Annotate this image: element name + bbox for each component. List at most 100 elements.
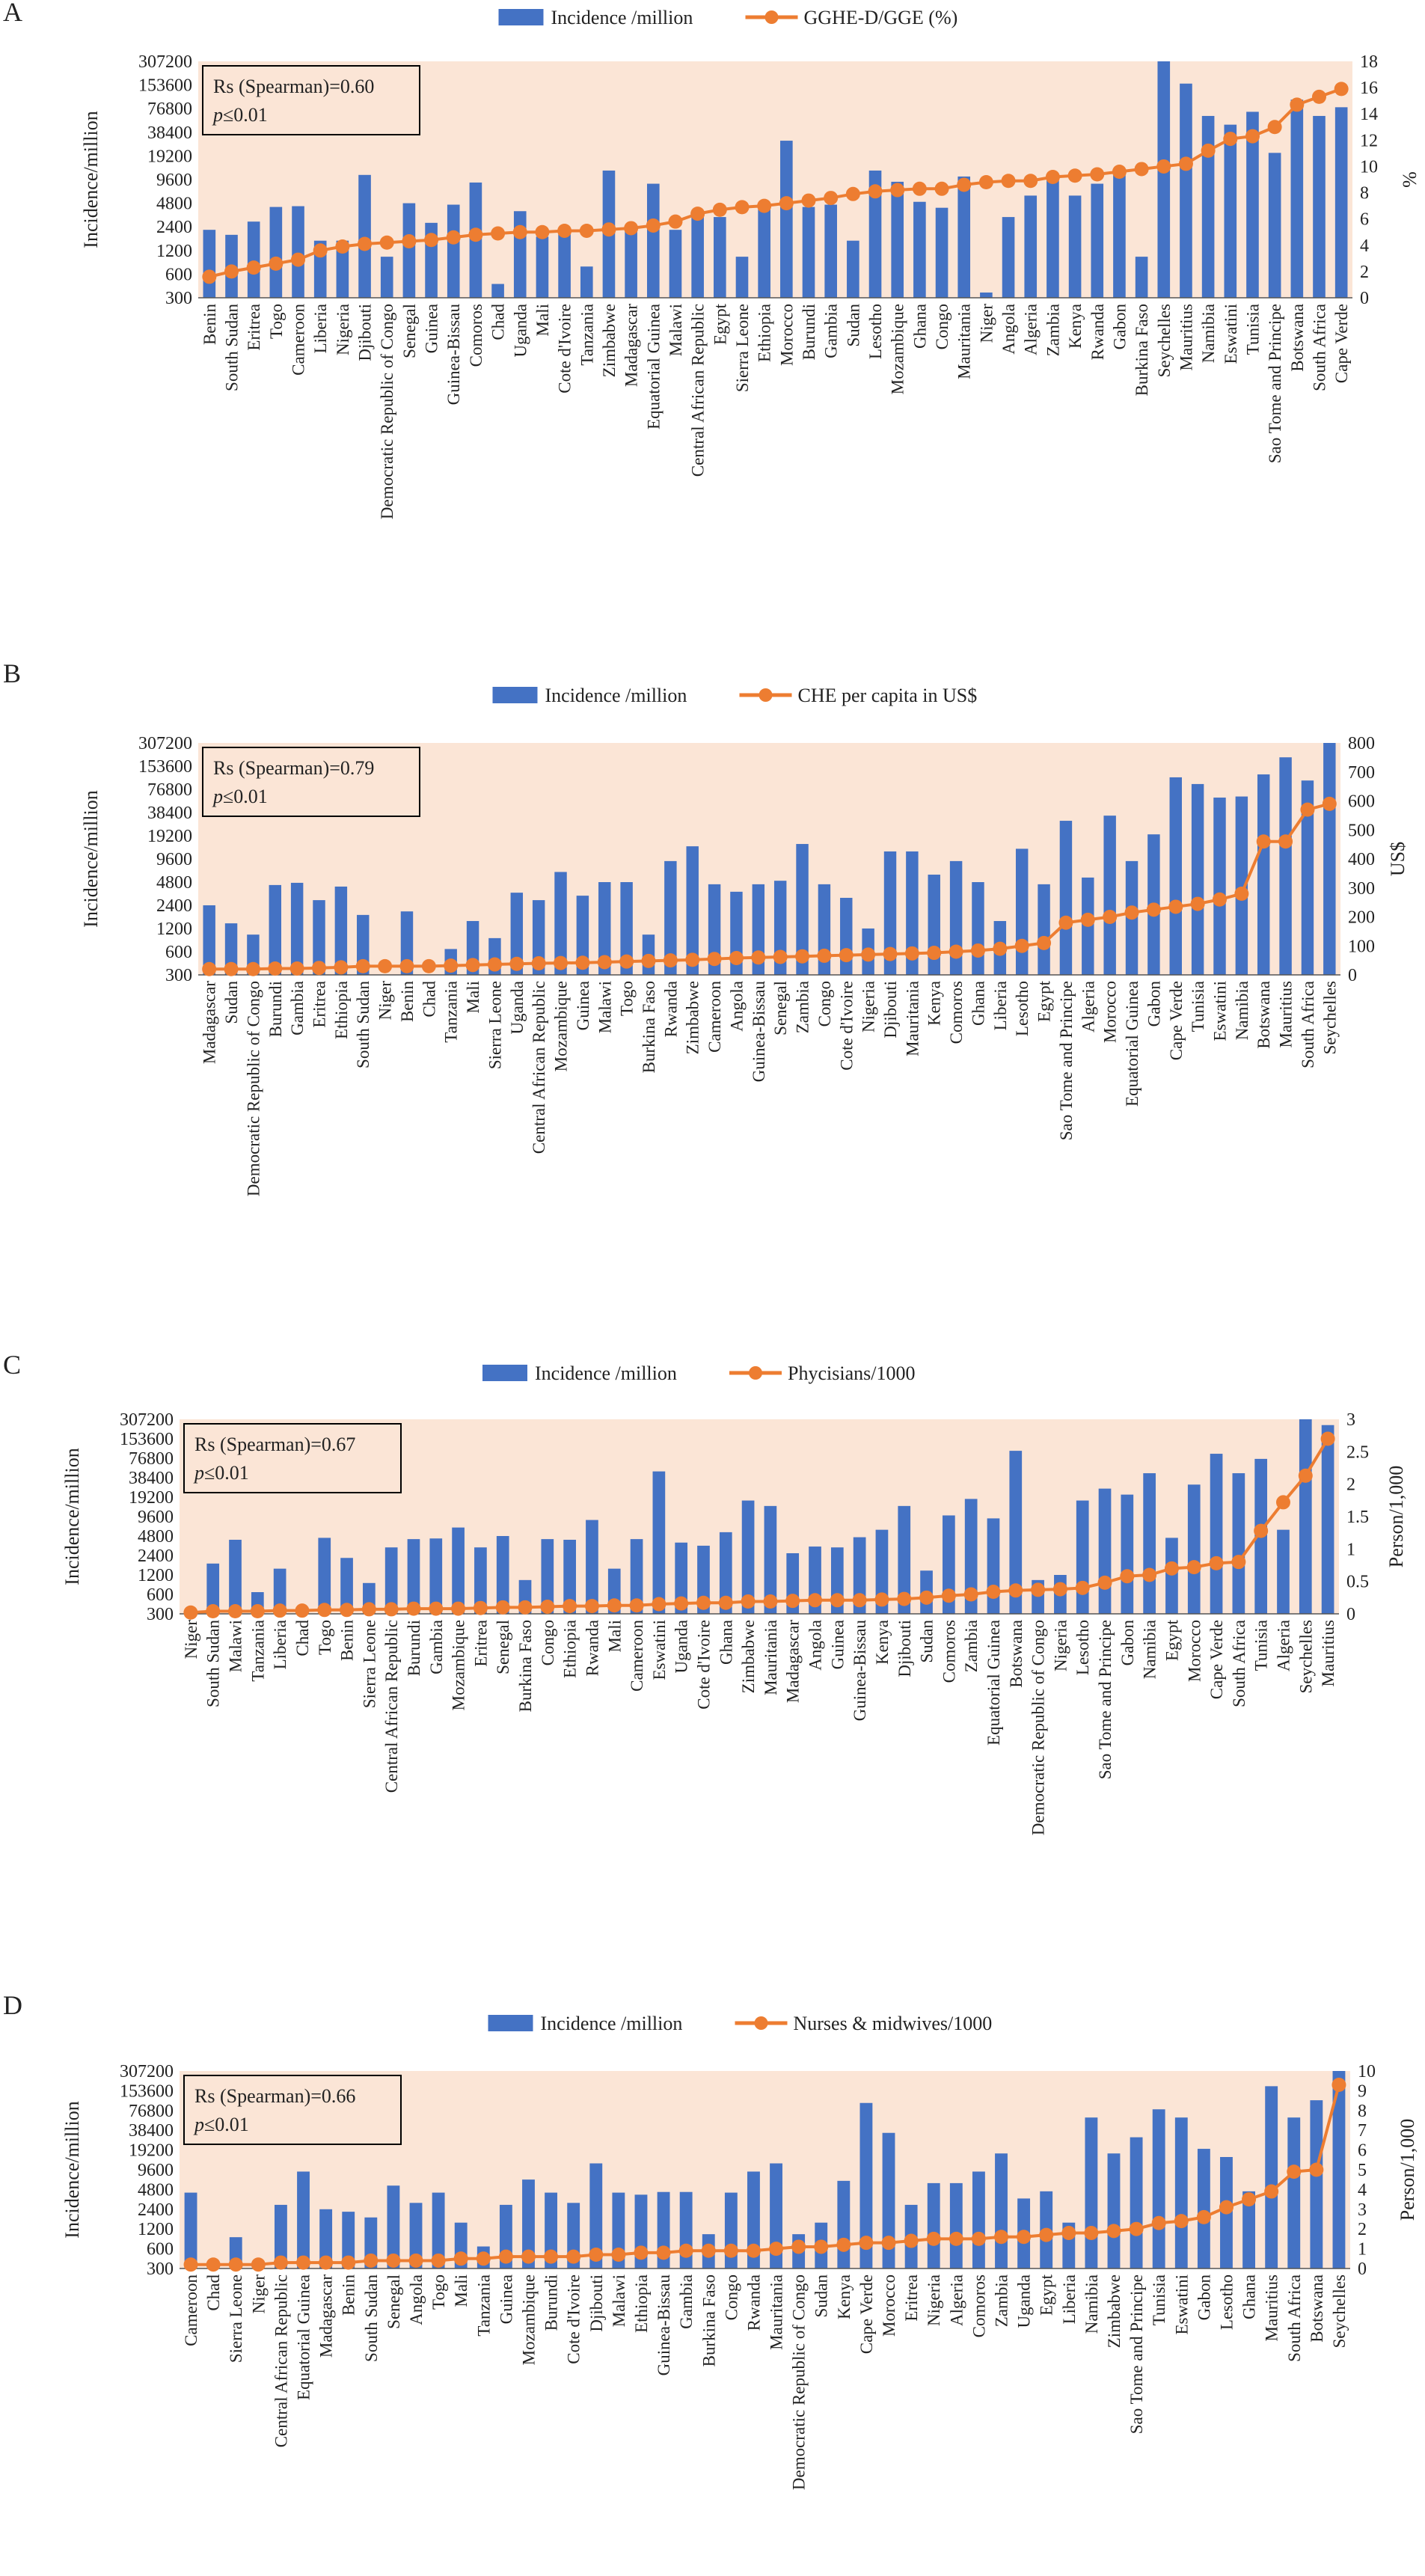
y-left-tick-label: 300 bbox=[147, 2260, 174, 2279]
line-point bbox=[1256, 834, 1271, 849]
x-tick-label: Rwanda bbox=[583, 1620, 601, 1676]
y-right-axis-title: Person/1,000 bbox=[1397, 2119, 1418, 2221]
line-point bbox=[751, 950, 766, 965]
line-point bbox=[1106, 2224, 1121, 2239]
x-tick-label: Niger bbox=[977, 304, 996, 343]
y-left-axis-title: Incidence/million bbox=[80, 111, 102, 248]
line-point bbox=[1146, 902, 1161, 917]
x-tick-label: South Sudan bbox=[223, 304, 242, 391]
x-tick-label: Algeria bbox=[947, 2274, 966, 2326]
x-tick-label: Guinea-Bissau bbox=[655, 2274, 673, 2376]
x-tick-label: South Africa bbox=[1310, 304, 1329, 391]
line-point bbox=[934, 181, 949, 196]
line-point bbox=[994, 2230, 1009, 2245]
x-tick-label: Cote d'Ivoire bbox=[565, 2274, 583, 2364]
x-tick-label: Algeria bbox=[1274, 1620, 1293, 1671]
legend: Incidence /million Phycisians/1000 bbox=[482, 1362, 915, 1384]
bar bbox=[474, 1547, 487, 1614]
line-point bbox=[808, 1593, 823, 1608]
bar bbox=[652, 1471, 666, 1614]
line-point bbox=[685, 952, 700, 967]
legend-bar-label: Incidence /million bbox=[545, 685, 687, 706]
line-point bbox=[861, 947, 876, 962]
line-point bbox=[1124, 905, 1139, 920]
line-point bbox=[424, 233, 439, 248]
bar bbox=[513, 211, 527, 298]
bar bbox=[536, 236, 549, 298]
x-tick-label: Ghana bbox=[717, 1620, 735, 1665]
line-point bbox=[1058, 915, 1073, 930]
bar-series bbox=[203, 61, 1348, 299]
bar bbox=[868, 170, 882, 298]
legend-line-label: CHE per capita in US$ bbox=[798, 685, 978, 706]
bar bbox=[203, 905, 215, 975]
y-right-tick-label: 8 bbox=[1358, 2102, 1367, 2121]
line-point bbox=[619, 954, 634, 969]
x-tick-label: Burkina Faso bbox=[640, 981, 658, 1073]
bar bbox=[358, 174, 371, 298]
line-point bbox=[1174, 2214, 1189, 2229]
line-point bbox=[224, 264, 239, 279]
p-value: p≤0.01 bbox=[193, 1462, 249, 1484]
bar bbox=[576, 896, 589, 975]
line-point bbox=[963, 1587, 978, 1602]
line-point bbox=[763, 1594, 778, 1609]
x-tick-label: Congo bbox=[933, 304, 951, 349]
x-tick-label: Guinea-Bissau bbox=[444, 304, 463, 406]
x-tick-label: Uganda bbox=[508, 981, 527, 1035]
bar bbox=[1299, 1419, 1312, 1614]
y-left-tick-label: 4800 bbox=[156, 873, 192, 893]
x-tick-label: Burkina Faso bbox=[516, 1620, 535, 1712]
x-tick-label: Tanzania bbox=[248, 1620, 267, 1682]
y-left-axis-title: Incidence/million bbox=[61, 2101, 83, 2238]
bar bbox=[935, 207, 949, 298]
bar bbox=[898, 1505, 911, 1614]
line-point bbox=[597, 955, 612, 970]
x-tick-label: Sierra Leone bbox=[360, 1620, 379, 1708]
line-point bbox=[1264, 2184, 1279, 2199]
line-point bbox=[1142, 1567, 1157, 1582]
line-point bbox=[206, 1604, 221, 1619]
bar bbox=[987, 1518, 1000, 1614]
line-point bbox=[444, 958, 459, 973]
x-tick-label: Benin bbox=[340, 2274, 358, 2316]
x-tick-label: Guinea-Bissau bbox=[750, 981, 768, 1083]
line-point bbox=[836, 2237, 851, 2252]
x-tick-label: Seychelles bbox=[1296, 1620, 1315, 1693]
bar bbox=[558, 230, 571, 298]
y-right-tick-label: 5 bbox=[1358, 2161, 1367, 2180]
p-symbol: p bbox=[193, 2114, 204, 2135]
bar bbox=[1121, 1494, 1134, 1614]
line-point bbox=[1156, 159, 1171, 174]
line-point bbox=[1254, 1523, 1269, 1538]
x-tick-label: Benin bbox=[398, 981, 417, 1022]
line-point bbox=[729, 951, 744, 966]
x-tick-label: Seychelles bbox=[1330, 2274, 1349, 2348]
y-right-tick-label: 800 bbox=[1348, 734, 1375, 753]
x-tick-label: Ethiopia bbox=[561, 1620, 580, 1678]
bar bbox=[1279, 757, 1292, 975]
line-point bbox=[317, 1603, 332, 1618]
x-tick-label: Burundi bbox=[405, 1620, 423, 1676]
bar bbox=[780, 141, 793, 298]
x-tick-label: Sudan bbox=[918, 1620, 937, 1663]
bar bbox=[380, 257, 393, 298]
x-tick-label: Congo bbox=[539, 1620, 557, 1665]
y-left-tick-label: 2400 bbox=[156, 218, 192, 237]
x-tick-label: Algeria bbox=[1022, 304, 1041, 355]
bar bbox=[586, 1520, 598, 1614]
y-left-tick-label: 1200 bbox=[138, 1566, 174, 1585]
line-point bbox=[202, 269, 217, 284]
x-tick-label: South Sudan bbox=[204, 1620, 223, 1707]
x-tick-label: Chad bbox=[420, 981, 438, 1018]
x-tick-label: Liberia bbox=[991, 981, 1010, 1030]
panel-c: C Incidence /million Phycisians/1000 300600… bbox=[3, 1350, 1407, 1835]
x-tick-label: Sao Tome and Principe bbox=[1096, 1620, 1115, 1779]
bar bbox=[1091, 183, 1104, 298]
x-tick-label: Malawi bbox=[595, 981, 614, 1033]
line-point bbox=[1178, 156, 1193, 171]
y-right-tick-label: 2 bbox=[1358, 2220, 1367, 2239]
line-point bbox=[1267, 120, 1282, 135]
x-tick-label: Nigeria bbox=[334, 304, 352, 355]
bar bbox=[714, 217, 726, 298]
